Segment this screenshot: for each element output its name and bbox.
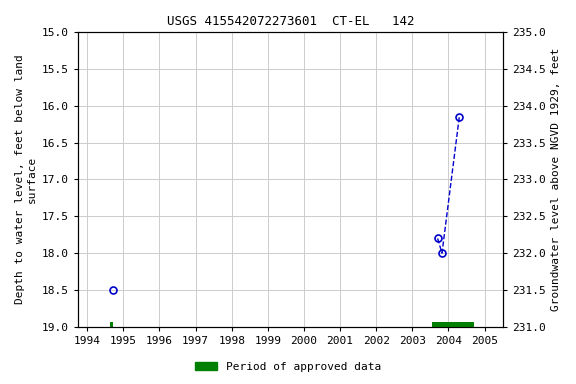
- Bar: [109, 322, 113, 327]
- Title: USGS 415542072273601  CT-EL   142: USGS 415542072273601 CT-EL 142: [166, 15, 414, 28]
- Bar: [432, 322, 474, 327]
- Legend: Period of approved data: Period of approved data: [191, 358, 385, 377]
- Y-axis label: Groundwater level above NGVD 1929, feet: Groundwater level above NGVD 1929, feet: [551, 48, 561, 311]
- Y-axis label: Depth to water level, feet below land
surface: Depth to water level, feet below land su…: [15, 55, 37, 304]
